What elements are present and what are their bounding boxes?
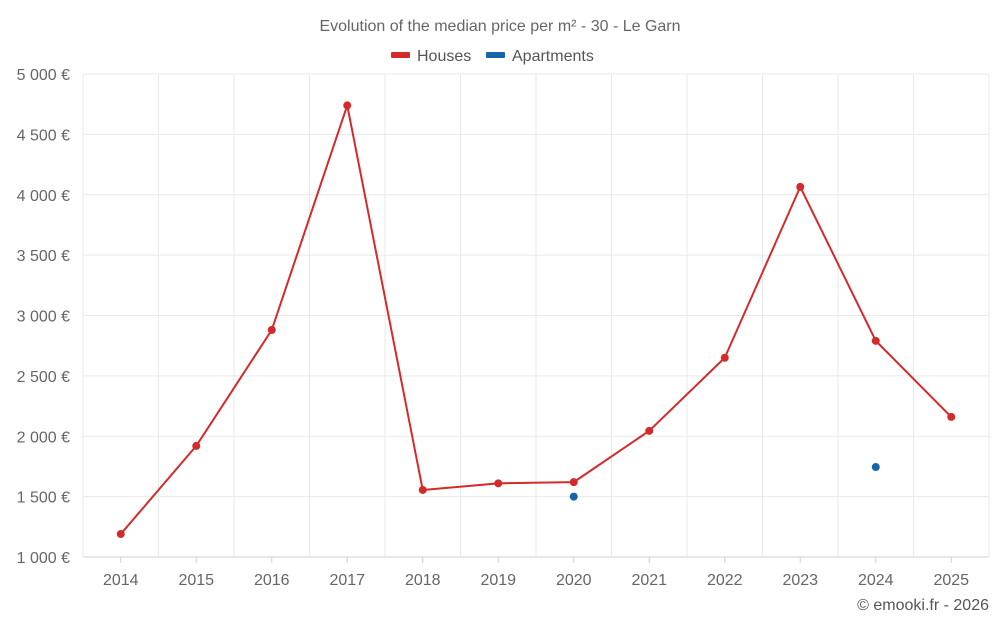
data-point-houses-2017[interactable] [343, 101, 352, 110]
x-tick-label: 2015 [178, 572, 214, 589]
data-point-houses-2023[interactable] [796, 182, 805, 191]
data-point-houses-2014[interactable] [116, 530, 125, 539]
data-point-houses-2016[interactable] [267, 325, 276, 334]
x-tick-label: 2024 [858, 572, 894, 589]
data-point-apartments-2024[interactable] [871, 463, 880, 472]
y-tick-label: 2 500 € [17, 369, 70, 386]
y-tick-label: 4 500 € [17, 127, 70, 144]
x-tick-label: 2025 [933, 572, 969, 589]
legend-swatch-apartments [486, 52, 505, 58]
data-point-houses-2024[interactable] [871, 336, 880, 345]
chart-title: Evolution of the median price per m² - 3… [319, 18, 680, 35]
x-axis: 2014 2015 2016 2017 2018 2019 2020 2021 2022 2023… [103, 557, 969, 589]
y-tick-label: 3 000 € [17, 309, 70, 326]
y-tick-label: 1 500 € [17, 490, 70, 507]
credit: © emooki.fr - 2026 [857, 597, 989, 614]
x-tick-label: 2023 [782, 572, 818, 589]
x-tick-label: 2021 [631, 572, 667, 589]
data-point-houses-2025[interactable] [947, 412, 956, 421]
data-point-houses-2019[interactable] [494, 479, 503, 488]
series-layer [116, 101, 956, 539]
legend-item-apartments[interactable]: Apartments [486, 48, 594, 65]
x-tick-label: 2018 [405, 572, 441, 589]
legend-label-apartments: Apartments [512, 48, 594, 65]
grid [82, 73, 990, 558]
legend: Houses Apartments [391, 48, 594, 65]
x-tick-label: 2014 [103, 572, 139, 589]
series-line-houses [119, 104, 952, 535]
y-tick-label: 2 000 € [17, 429, 70, 446]
y-tick-label: 4 000 € [17, 188, 70, 205]
legend-swatch-houses [391, 52, 410, 58]
x-tick-label: 2019 [480, 572, 516, 589]
data-point-houses-2018[interactable] [418, 485, 427, 494]
data-point-houses-2021[interactable] [645, 426, 654, 435]
y-tick-label: 1 000 € [17, 550, 70, 567]
data-point-houses-2015[interactable] [192, 441, 201, 450]
series-houses [116, 101, 956, 539]
y-tick-label: 5 000 € [17, 67, 70, 84]
x-tick-label: 2016 [254, 572, 290, 589]
series-apartments [569, 463, 880, 501]
data-point-apartments-2020[interactable] [569, 492, 578, 501]
y-axis: 5 000 € 4 500 € 4 000 € 3 500 € 3 000 € 2 500… [17, 67, 70, 567]
x-tick-label: 2020 [556, 572, 592, 589]
data-point-houses-2020[interactable] [569, 478, 578, 487]
x-tick-label: 2017 [329, 572, 365, 589]
y-tick-label: 3 500 € [17, 248, 70, 265]
legend-label-houses: Houses [417, 48, 471, 65]
legend-item-houses[interactable]: Houses [391, 48, 471, 65]
x-tick-label: 2022 [707, 572, 743, 589]
data-point-houses-2022[interactable] [720, 353, 729, 362]
